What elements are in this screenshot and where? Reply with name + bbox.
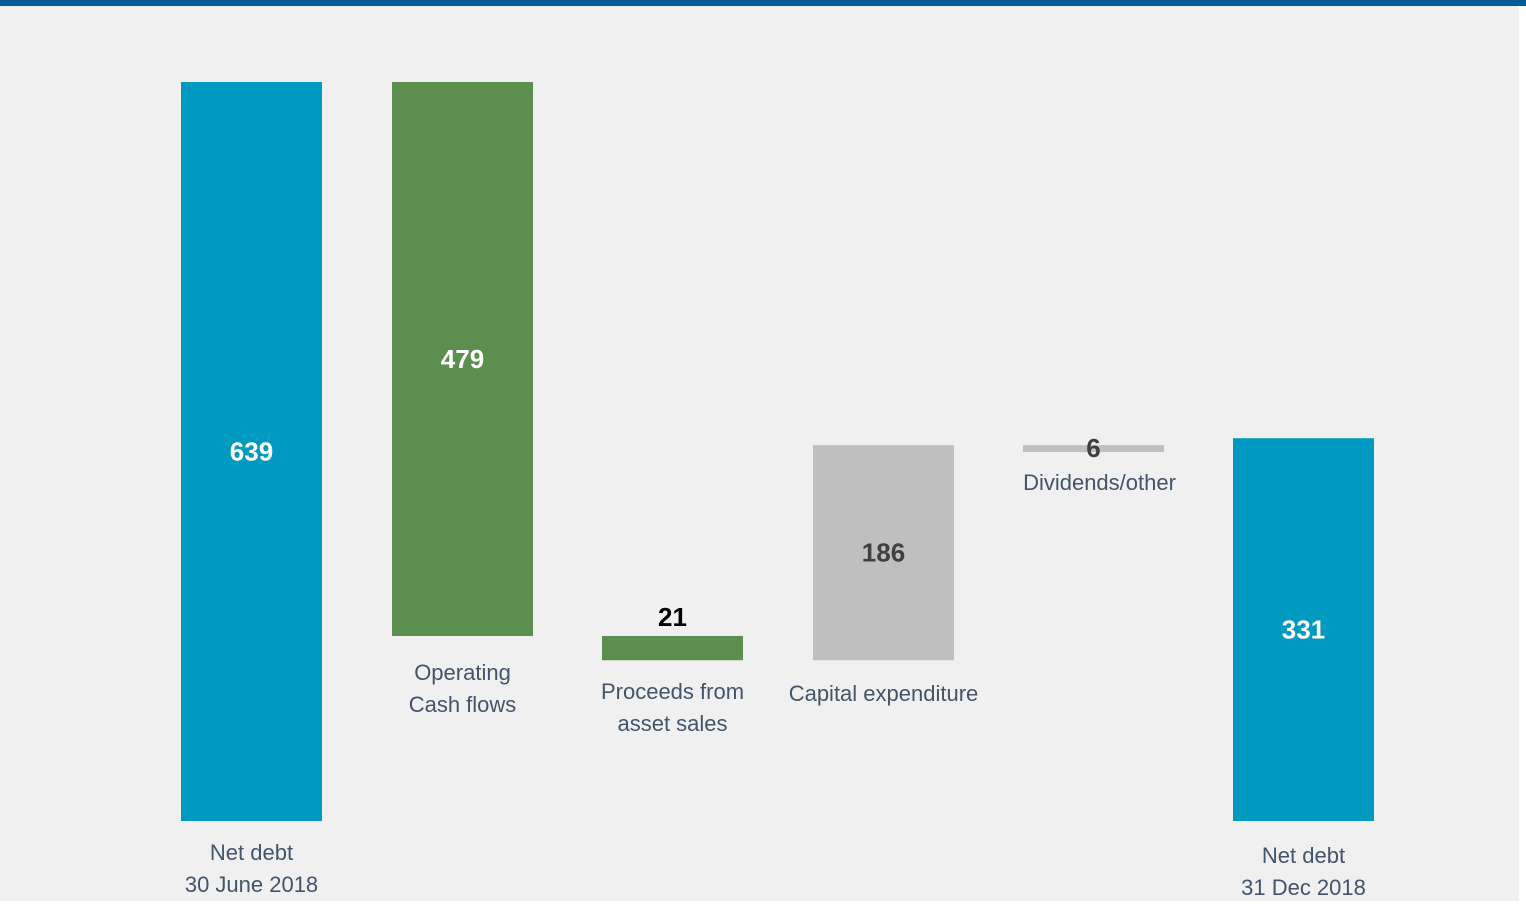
value-label-1: 479 [441, 344, 484, 374]
bars-group [181, 82, 1374, 821]
value-labels-group: 639 479 21 186 6 331 [230, 344, 1325, 645]
value-label-2: 21 [658, 602, 687, 632]
category-label-0: Net debt 30 June 2018 [185, 840, 318, 897]
category-labels-group: Net debt 30 June 2018 Operating Cash flows P… [185, 470, 1366, 900]
top-rule [0, 0, 1526, 6]
bar-1 [392, 82, 533, 636]
value-label-4: 6 [1086, 433, 1100, 463]
value-label-0: 639 [230, 437, 273, 467]
value-label-3: 186 [862, 538, 905, 568]
category-label-1: Operating Cash flows [409, 660, 517, 717]
category-label-5: Net debt 31 Dec 2018 [1241, 843, 1366, 900]
bar-4 [1023, 445, 1164, 453]
category-label-4: Dividends/other [1023, 470, 1176, 495]
category-label-2: Proceeds from asset sales [601, 679, 744, 736]
value-label-5: 331 [1282, 615, 1325, 645]
bar-0 [181, 82, 322, 821]
bar-3 [813, 445, 954, 661]
bar-2 [602, 635, 743, 661]
category-label-3: Capital expenditure [789, 681, 979, 706]
bar-5 [1233, 438, 1374, 821]
